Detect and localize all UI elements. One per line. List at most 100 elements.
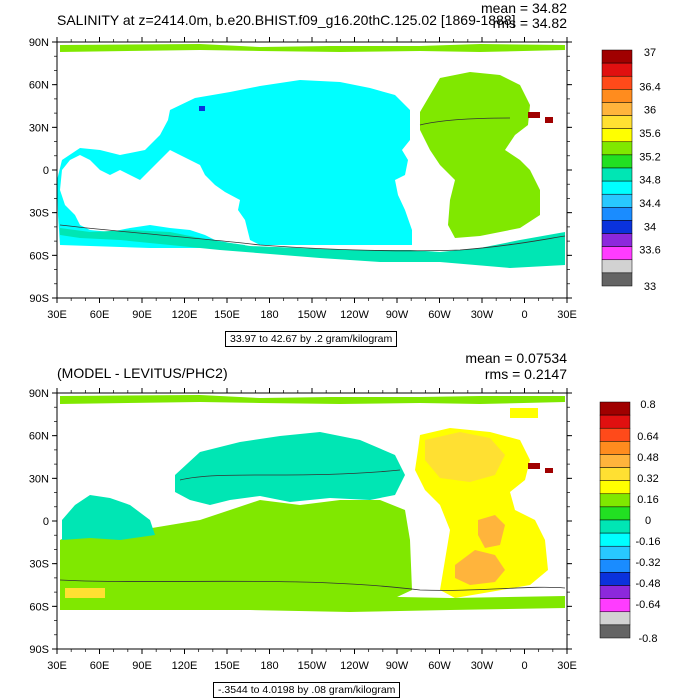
- colorbar-swatch: [599, 572, 631, 586]
- bottom-map: 90N 60N 30N 0 30S 60S 90S 30E 60E 90E 120E 150E 180 1…: [29, 388, 577, 672]
- top-panel-title: SALINITY at z=2414.0m, b.e20.BHIST.f09_g…: [57, 12, 516, 28]
- lat-label: 0: [43, 165, 49, 177]
- top-region-arctic: [60, 44, 565, 52]
- colorbar-swatch: [599, 624, 631, 639]
- lon-label: 90W: [386, 660, 409, 672]
- lon-label: 90W: [386, 309, 409, 321]
- bottom-region-indian-west: [65, 588, 105, 598]
- lon-label: 60W: [428, 309, 451, 321]
- colorbar-label: 0.32: [637, 473, 658, 485]
- colorbar-label: -0.8: [639, 633, 658, 645]
- lon-label: 150E: [214, 660, 240, 672]
- lat-label: 0: [43, 516, 49, 528]
- colorbar-swatch: [599, 598, 631, 613]
- colorbar-swatch: [601, 49, 633, 64]
- lon-label: 60E: [90, 660, 110, 672]
- colorbar-label: 0.16: [637, 494, 658, 506]
- lat-label: 60N: [29, 80, 49, 92]
- lat-label: 30N: [29, 473, 49, 485]
- colorbar-label: 0.48: [637, 452, 658, 464]
- lat-label: 30S: [29, 208, 49, 220]
- top-region-atlantic: [420, 72, 540, 238]
- bottom-region-atlantic-north: [425, 432, 505, 482]
- lon-label: 30E: [557, 660, 577, 672]
- colorbar-swatch: [601, 180, 633, 195]
- colorbar-swatch: [601, 154, 633, 169]
- lat-label: 60S: [29, 250, 49, 262]
- colorbar-swatch: [601, 220, 633, 234]
- bottom-colorbar: 0.8 0.64 0.48 0.32 0.16 0 -0.16 -0.32 -0.48 -0.64…: [599, 399, 661, 645]
- lon-label: 150W: [298, 309, 327, 321]
- colorbar-swatch: [601, 193, 633, 208]
- bottom-panel-title: (MODEL - LEVITUS/PHC2): [57, 365, 228, 381]
- colorbar-swatch: [599, 611, 631, 626]
- colorbar-label: -0.32: [635, 557, 660, 569]
- lon-label: 60E: [90, 309, 110, 321]
- lat-label: 90S: [29, 293, 49, 305]
- colorbar-swatch: [601, 272, 633, 287]
- bottom-mean: mean = 0.07534: [465, 350, 567, 366]
- colorbar-label: 35.2: [639, 151, 660, 163]
- colorbar-label: 33.6: [639, 245, 660, 257]
- lon-label: 120E: [172, 309, 198, 321]
- colorbar-swatch: [599, 454, 631, 468]
- lon-label: 180: [260, 660, 278, 672]
- lon-label: 120E: [172, 660, 198, 672]
- colorbar-swatch: [601, 102, 633, 116]
- colorbar-label: 0.64: [637, 431, 658, 443]
- top-mean: mean = 34.82: [480, 0, 567, 16]
- colorbar-swatch: [599, 427, 631, 442]
- colorbar-swatch: [601, 89, 633, 103]
- lon-label: 30W: [471, 660, 494, 672]
- colorbar-label: -0.16: [635, 536, 660, 548]
- top-contour-atlantic: [419, 117, 511, 126]
- colorbar-label: 33: [644, 281, 656, 293]
- colorbar-label: 36.4: [639, 81, 660, 93]
- lon-label: 90E: [132, 309, 152, 321]
- bottom-region-mediterranean: [528, 463, 540, 469]
- lat-label: 60N: [29, 431, 49, 443]
- bottom-region-pacific-south: [60, 500, 412, 608]
- bottom-region-arctic-patch: [510, 408, 538, 418]
- colorbar-swatch: [601, 141, 633, 156]
- top-colorbar: 37 36.4 36 35.6 35.2 34.8 34.4 34 33.6 33: [601, 47, 661, 293]
- bottom-region-southern: [60, 590, 565, 612]
- colorbar-label: -0.48: [635, 578, 660, 590]
- colorbar-swatch: [599, 401, 631, 416]
- colorbar-swatch: [599, 585, 631, 599]
- top-contour: [59, 224, 566, 252]
- bottom-region-red-sea: [545, 468, 553, 473]
- colorbar-swatch: [599, 467, 631, 481]
- colorbar-swatch: [601, 62, 633, 77]
- lon-label: 0: [521, 660, 527, 672]
- colorbar-swatch: [601, 75, 633, 90]
- top-axes: 90N 60N 30N 0 30S 60S 90S 30E 60E 90E 120E 150E 180 1…: [29, 37, 577, 321]
- lon-label: 150W: [298, 660, 327, 672]
- lon-label: 30E: [47, 309, 67, 321]
- colorbar-swatch: [601, 128, 633, 143]
- bottom-region-atlantic-south-core-2: [478, 515, 505, 548]
- lon-label: 0: [521, 309, 527, 321]
- colorbar-label: 34.4: [639, 198, 660, 210]
- lat-label: 30S: [29, 559, 49, 571]
- colorbar-swatch: [599, 441, 631, 455]
- lon-label: 120W: [340, 660, 369, 672]
- top-range-note: 33.97 to 42.67 by .2 gram/kilogram: [225, 331, 398, 347]
- lat-label: 60S: [29, 601, 49, 613]
- colorbar-label: 36: [644, 105, 656, 117]
- top-rms: rms = 34.82: [492, 15, 567, 31]
- bottom-rms: rms = 0.2147: [484, 366, 567, 382]
- top-region-deep-blue-spot: [199, 106, 205, 111]
- top-region-red-sea: [545, 117, 553, 123]
- colorbar-label: 34.8: [639, 175, 660, 187]
- colorbar-label: 0: [645, 515, 651, 527]
- colorbar-label: 0.8: [640, 399, 655, 411]
- colorbar-swatch: [599, 519, 631, 534]
- bottom-range-note: -.3544 to 4.0198 by .08 gram/kilogram: [213, 682, 401, 698]
- lat-label: 30N: [29, 122, 49, 134]
- lat-label: 90N: [29, 37, 49, 49]
- bottom-region-pacific-north: [175, 432, 405, 505]
- top-region-southern: [60, 228, 565, 268]
- colorbar-swatch: [599, 506, 631, 521]
